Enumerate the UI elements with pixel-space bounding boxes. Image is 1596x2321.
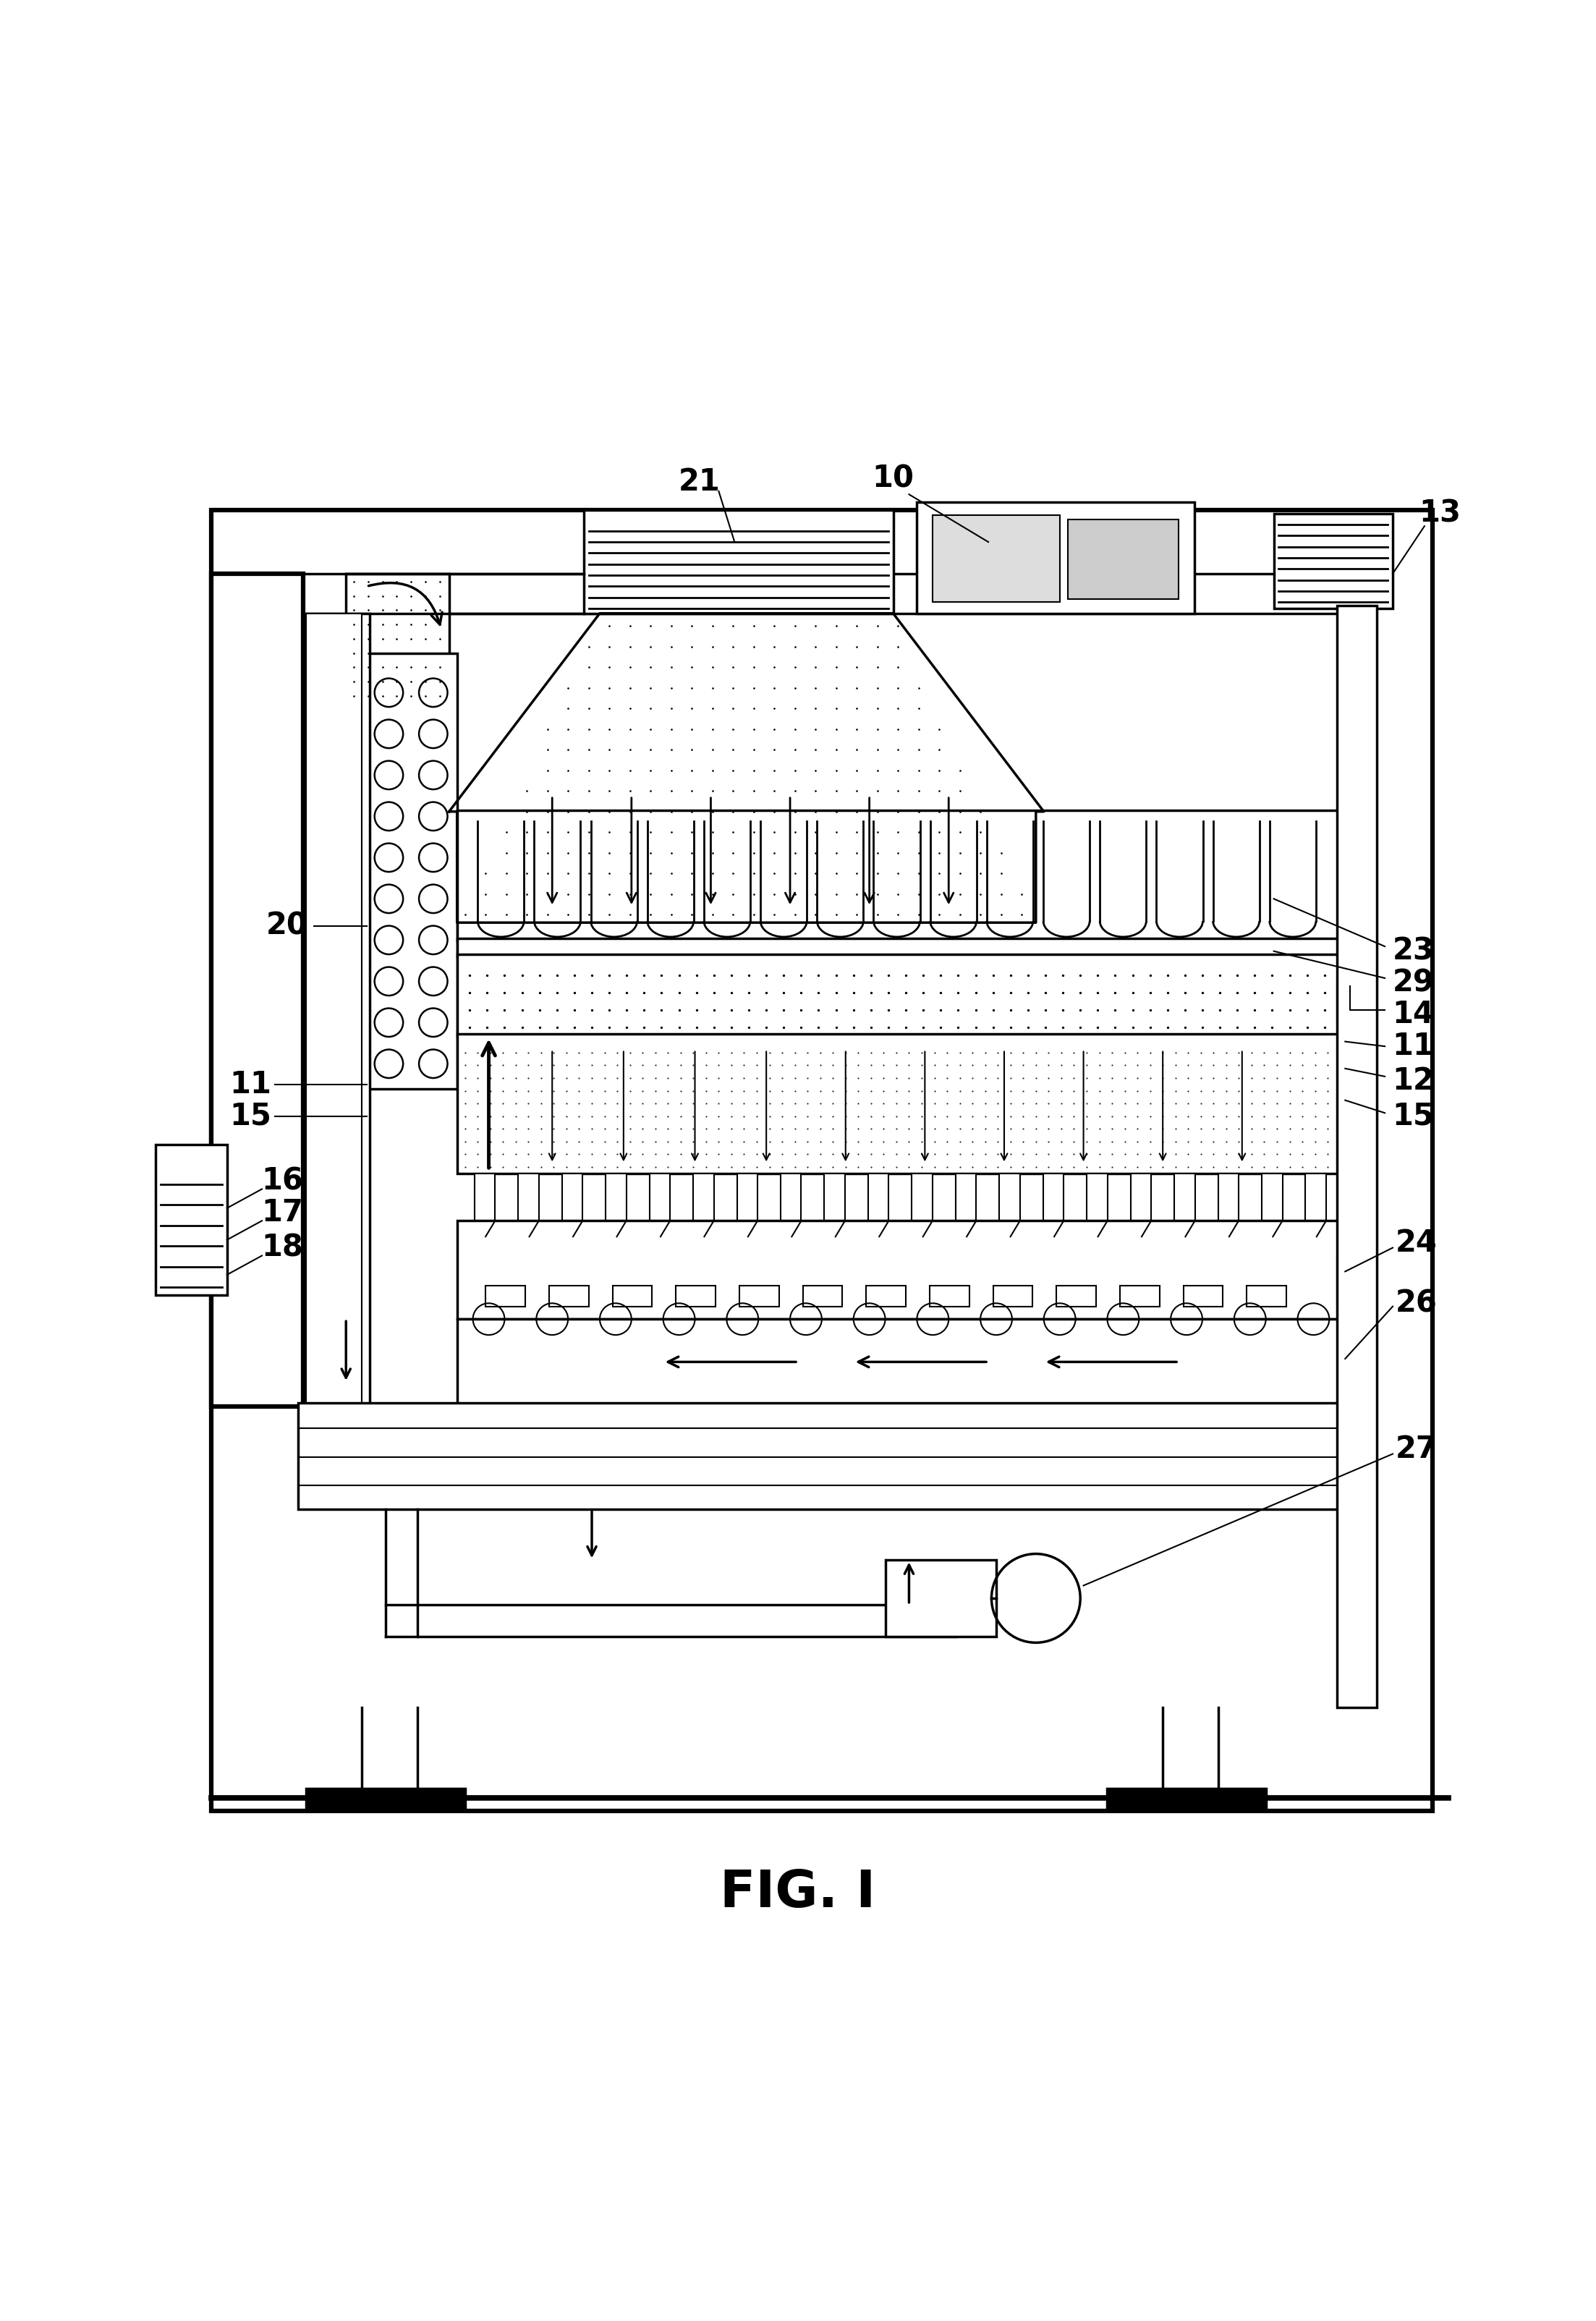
Bar [1337,982,1350,1026]
Text: 13: 13 [1419,499,1462,529]
Bar [211,511,1432,1810]
Text: 26: 26 [1395,1288,1438,1318]
Bar [456,938,1345,959]
Bar [613,1286,653,1307]
Bar [867,1286,907,1307]
Text: 10: 10 [871,464,915,494]
Bar [606,1172,626,1221]
Bar [739,1286,779,1307]
Bar [693,1172,713,1221]
Bar [956,1172,977,1221]
Bar [306,1789,464,1810]
Text: 18: 18 [262,1232,303,1263]
Bar [737,1172,758,1221]
Bar [456,810,1345,942]
Bar [929,1286,969,1307]
Bar [932,515,1060,601]
Bar [1218,1172,1238,1221]
Bar [298,1404,1345,1509]
Bar [675,1286,715,1307]
Bar [1337,606,1377,1708]
Bar [474,1172,495,1221]
Text: 27: 27 [1395,1434,1438,1465]
Bar [1274,513,1393,608]
Bar [456,954,1345,1037]
Bar [911,1172,932,1221]
Bar [584,511,894,613]
Bar [562,1172,583,1221]
Bar [650,1172,670,1221]
Bar [211,573,303,1407]
Bar [1130,1172,1151,1221]
Bar [519,1172,539,1221]
Text: 15: 15 [1392,1100,1435,1130]
Bar [1044,1172,1063,1221]
Bar [456,1033,1345,1172]
Bar [1057,1286,1096,1307]
Bar [1306,1172,1326,1221]
Bar [298,573,1345,613]
Text: 16: 16 [262,1165,303,1195]
Text: 23: 23 [1392,935,1435,966]
Bar [1087,1172,1108,1221]
Bar [1337,1258,1353,1307]
Bar [825,1172,844,1221]
Bar [803,1286,843,1307]
Bar [156,1144,227,1295]
Text: 21: 21 [678,467,721,497]
Text: 12: 12 [1392,1065,1435,1096]
Bar [346,573,448,701]
Bar [868,1172,889,1221]
Bar [1175,1172,1195,1221]
Bar [993,1286,1033,1307]
Text: 29: 29 [1392,968,1435,998]
Text: 15: 15 [230,1100,271,1130]
Bar [1120,1286,1160,1307]
Bar [1108,1789,1266,1810]
Bar [367,652,456,1089]
Text: 24: 24 [1395,1228,1438,1258]
Bar [886,1560,996,1636]
Bar [1246,1286,1286,1307]
Bar [456,1221,1345,1318]
Bar [306,613,362,1407]
Bar [549,1286,589,1307]
Bar [1262,1172,1282,1221]
Bar [999,1172,1020,1221]
Text: 17: 17 [262,1198,303,1228]
Bar [485,1286,525,1307]
Bar [1068,520,1178,599]
Text: 11: 11 [230,1070,271,1100]
Bar [1183,1286,1223,1307]
Text: 20: 20 [267,910,308,940]
Bar [456,1318,1345,1407]
Text: FIG. I: FIG. I [720,1868,876,1917]
Bar [918,501,1194,613]
Bar [298,613,370,1407]
Text: 11: 11 [1392,1031,1435,1061]
Bar [780,1172,801,1221]
Text: 14: 14 [1392,1000,1435,1031]
